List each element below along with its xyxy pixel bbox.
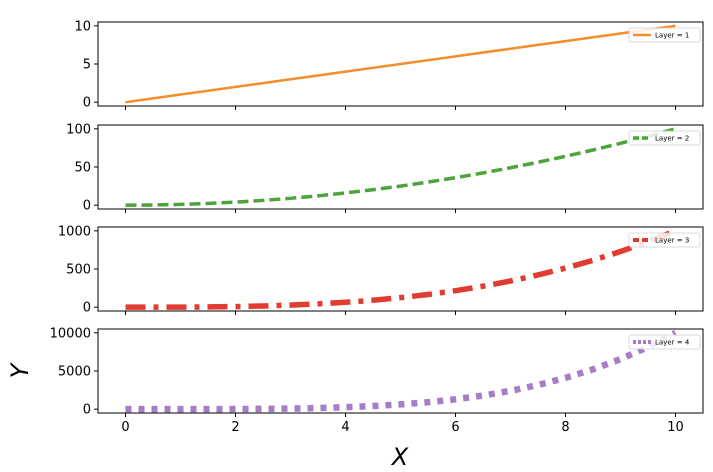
y-tick-label: 5000 bbox=[58, 365, 91, 380]
x-tick-label: 6 bbox=[451, 420, 459, 435]
y-tick-label: 0 bbox=[83, 199, 91, 214]
y-tick-label: 0 bbox=[83, 301, 91, 316]
legend-box bbox=[628, 27, 701, 43]
legend-label: Layer = 1 bbox=[655, 32, 689, 40]
legend: Layer = 4 bbox=[628, 334, 701, 350]
legend-box bbox=[628, 334, 701, 350]
legend: Layer = 3 bbox=[628, 232, 701, 248]
y-axis-label: Y bbox=[6, 361, 34, 378]
y-tick-label: 100 bbox=[66, 122, 91, 137]
legend: Layer = 2 bbox=[628, 130, 701, 146]
y-tick-label: 5 bbox=[83, 58, 91, 73]
y-tick-label: 500 bbox=[66, 263, 91, 278]
x-axis-label: X bbox=[390, 443, 409, 471]
panel-frame bbox=[97, 328, 704, 414]
panel-4: 0 5000 10000 0 2 4 6 8 10 Layer = 4 bbox=[50, 326, 704, 435]
legend-label: Layer = 4 bbox=[655, 339, 690, 347]
y-tick-label: 0 bbox=[83, 403, 91, 418]
legend-box bbox=[628, 130, 701, 146]
panel-frame bbox=[97, 124, 704, 210]
panel-2: 0 50 100 Layer = 2 bbox=[66, 122, 704, 214]
legend-box bbox=[628, 232, 701, 248]
series-line-layer-3 bbox=[125, 228, 677, 310]
series-line-layer-1 bbox=[125, 24, 676, 104]
x-tick-label: 8 bbox=[561, 420, 569, 435]
panel-1: 0 5 10 Layer = 1 bbox=[74, 19, 704, 111]
series-line-layer-4 bbox=[125, 329, 677, 413]
x-tick-label: 0 bbox=[121, 420, 129, 435]
x-tick-label: 10 bbox=[667, 420, 684, 435]
series-line-layer-2 bbox=[125, 127, 676, 207]
panel-3: 0 500 1000 Layer = 3 bbox=[58, 224, 704, 316]
legend: Layer = 1 bbox=[628, 27, 701, 43]
legend-label: Layer = 3 bbox=[655, 237, 689, 245]
y-tick-label: 10 bbox=[74, 19, 91, 34]
x-tick-label: 4 bbox=[341, 420, 349, 435]
x-tick-label: 2 bbox=[231, 420, 239, 435]
legend-label: Layer = 2 bbox=[655, 135, 689, 143]
y-tick-label: 50 bbox=[74, 161, 91, 176]
y-tick-label: 10000 bbox=[50, 326, 91, 341]
y-tick-label: 0 bbox=[83, 96, 91, 111]
y-tick-label: 1000 bbox=[58, 224, 91, 239]
